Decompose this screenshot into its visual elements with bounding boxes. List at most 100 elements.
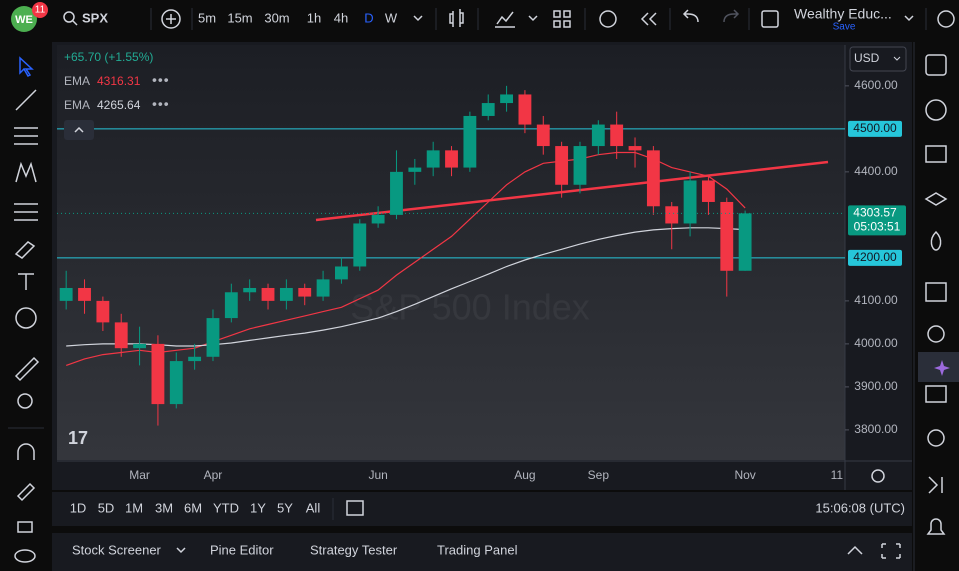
legend-more[interactable]: ••• bbox=[152, 96, 170, 112]
hotlist[interactable] bbox=[930, 230, 942, 251]
object-tree[interactable] bbox=[924, 192, 948, 206]
candle-body bbox=[573, 146, 587, 185]
layout-icon[interactable] bbox=[761, 10, 779, 28]
interval[interactable]: 30m bbox=[264, 10, 289, 25]
zoom-tool[interactable] bbox=[17, 393, 33, 409]
interval[interactable]: 4h bbox=[334, 10, 348, 25]
search-icon bbox=[72, 20, 78, 26]
interval[interactable]: 1h bbox=[307, 10, 321, 25]
avatar[interactable] bbox=[11, 6, 37, 32]
lock-drawing[interactable] bbox=[16, 482, 36, 502]
tv-logo[interactable]: 17 bbox=[68, 428, 88, 448]
projection-tool[interactable] bbox=[14, 203, 38, 221]
candle-body bbox=[408, 167, 422, 172]
interval[interactable]: D bbox=[364, 10, 373, 25]
cursor-tool[interactable] bbox=[19, 56, 34, 77]
search-icon[interactable] bbox=[63, 11, 75, 23]
panel-collapse[interactable] bbox=[847, 545, 863, 555]
currency-box[interactable] bbox=[849, 46, 907, 72]
currency[interactable]: USD bbox=[854, 51, 880, 65]
alert[interactable] bbox=[599, 10, 617, 28]
bottom-panel bbox=[52, 533, 912, 571]
fib-tool[interactable] bbox=[14, 127, 38, 145]
streams[interactable] bbox=[927, 429, 945, 447]
emoji-tool[interactable] bbox=[15, 307, 37, 329]
panel-maximize[interactable] bbox=[881, 543, 901, 559]
axes: 3800.00 3900.00 4000.00 4100.00 4400.00 4600.… bbox=[129, 78, 906, 482]
legend-name[interactable]: EMA bbox=[64, 74, 90, 88]
brush-tool[interactable] bbox=[14, 241, 36, 259]
visibility-tool[interactable] bbox=[14, 549, 36, 563]
redo[interactable] bbox=[723, 9, 740, 23]
replay[interactable] bbox=[640, 12, 657, 26]
range-button[interactable]: All bbox=[306, 500, 321, 515]
plot-area[interactable] bbox=[57, 45, 845, 460]
panel-tab[interactable]: Pine Editor bbox=[210, 542, 274, 557]
clock[interactable]: 15:06:08 (UTC) bbox=[815, 500, 905, 515]
interval[interactable]: W bbox=[385, 10, 398, 25]
chart-type[interactable] bbox=[449, 9, 464, 27]
range-button[interactable]: YTD bbox=[213, 500, 239, 515]
assistant[interactable] bbox=[934, 360, 950, 376]
settings[interactable] bbox=[937, 10, 955, 28]
panel-tab[interactable]: Trading Panel bbox=[437, 542, 518, 557]
interval[interactable]: 5m bbox=[198, 10, 216, 25]
ideas[interactable] bbox=[927, 325, 945, 343]
layouts[interactable] bbox=[553, 10, 571, 28]
range-button[interactable]: 1Y bbox=[250, 500, 266, 515]
axis-settings[interactable] bbox=[871, 469, 885, 483]
range-button[interactable]: 1D bbox=[70, 500, 87, 515]
level-label: 4200.00 bbox=[853, 250, 897, 264]
undo[interactable] bbox=[682, 9, 699, 23]
interval[interactable]: 15m bbox=[227, 10, 252, 25]
range-button[interactable]: 1M bbox=[125, 500, 143, 515]
notifications[interactable] bbox=[926, 518, 946, 535]
range-bar bbox=[52, 492, 912, 526]
range-button[interactable]: 6M bbox=[184, 500, 202, 515]
candle-body bbox=[353, 223, 367, 267]
indicators[interactable] bbox=[495, 11, 515, 28]
interval-menu[interactable] bbox=[413, 15, 423, 22]
avatar-initials: WE bbox=[15, 14, 33, 26]
layout-name[interactable]: Wealthy Educ... bbox=[794, 6, 892, 22]
layout-menu[interactable] bbox=[904, 15, 914, 22]
date-range[interactable] bbox=[346, 500, 364, 516]
candle-body bbox=[78, 287, 91, 301]
legend-collapse[interactable] bbox=[64, 120, 94, 140]
x-tick-label: Nov bbox=[734, 468, 755, 482]
symbol[interactable]: SPX bbox=[82, 10, 108, 25]
save[interactable]: Save bbox=[833, 22, 856, 33]
trend-line-tool[interactable] bbox=[15, 89, 37, 111]
tab-menu[interactable] bbox=[176, 547, 186, 554]
level-label: 4500.00 bbox=[853, 121, 897, 135]
magnet-tool[interactable] bbox=[17, 443, 35, 460]
trading[interactable] bbox=[928, 476, 943, 494]
pattern-tool[interactable] bbox=[15, 161, 37, 183]
text-tool[interactable] bbox=[18, 273, 34, 290]
candle-body bbox=[188, 356, 202, 362]
candle-body bbox=[279, 287, 293, 301]
range-button[interactable]: 5Y bbox=[277, 500, 293, 515]
range-button[interactable]: 3M bbox=[155, 500, 173, 515]
range-button[interactable]: 5D bbox=[98, 500, 115, 515]
measure-tool[interactable] bbox=[14, 356, 40, 382]
lock-tool[interactable] bbox=[17, 521, 33, 533]
legend-name[interactable]: EMA bbox=[64, 98, 90, 112]
panel-tab[interactable]: Strategy Tester bbox=[310, 542, 398, 557]
right-toolbar bbox=[913, 42, 959, 571]
x-tick-label: Jun bbox=[368, 468, 387, 482]
candle-body bbox=[243, 287, 257, 293]
x-tick-label: Sep bbox=[588, 468, 610, 482]
news[interactable] bbox=[925, 145, 947, 163]
legend-more[interactable]: ••• bbox=[152, 72, 170, 88]
x-tick-label: Apr bbox=[204, 468, 223, 482]
alerts[interactable] bbox=[925, 99, 947, 121]
panel-tab[interactable]: Stock Screener bbox=[72, 542, 162, 557]
add-symbol[interactable] bbox=[161, 9, 181, 29]
indicators-menu[interactable] bbox=[528, 15, 538, 22]
chats[interactable] bbox=[925, 385, 947, 403]
candle-body bbox=[261, 287, 275, 301]
calendar[interactable] bbox=[925, 282, 947, 302]
watchlist[interactable] bbox=[925, 54, 947, 76]
